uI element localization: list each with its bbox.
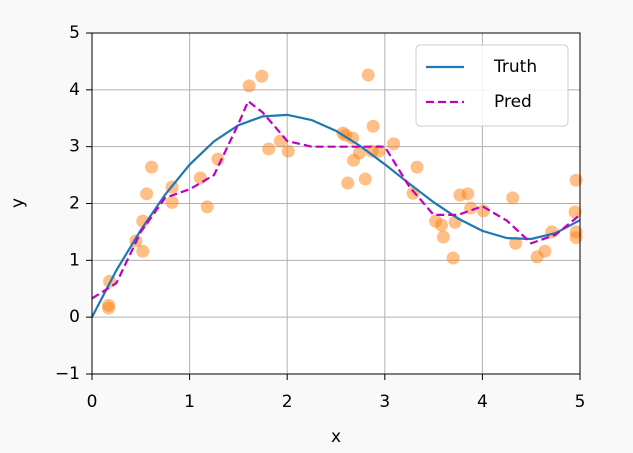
data-point [346, 131, 360, 145]
data-point [242, 79, 256, 93]
data-point [352, 146, 366, 160]
x-tick-label: 5 [575, 392, 586, 412]
x-tick-label: 0 [87, 392, 98, 412]
y-tick-label: 1 [69, 250, 80, 270]
data-point [145, 160, 159, 174]
data-point [273, 134, 287, 148]
data-point [446, 251, 460, 265]
x-tick-label: 4 [477, 392, 488, 412]
legend-box [415, 44, 569, 127]
data-point [366, 119, 380, 133]
data-point [165, 195, 179, 209]
data-point [102, 301, 116, 315]
y-tick-label: 2 [69, 194, 80, 214]
series-line [91, 99, 581, 300]
data-point [136, 244, 150, 258]
data-point [410, 160, 424, 174]
y-axis-label: y [8, 198, 28, 208]
data-point [434, 218, 448, 232]
y-tick-label: 3 [69, 137, 80, 157]
data-point [361, 68, 375, 82]
data-point [461, 187, 475, 201]
data-point [193, 171, 207, 185]
x-axis-label: x [331, 427, 341, 447]
data-point [372, 144, 386, 158]
legend-label: Truth [493, 57, 537, 77]
x-tick-label: 2 [282, 392, 293, 412]
data-point [262, 142, 276, 156]
y-tick-label: 5 [69, 23, 80, 43]
data-point [538, 244, 552, 258]
data-point [506, 191, 520, 205]
data-point [509, 236, 523, 250]
data-point [358, 172, 372, 186]
x-tick-label: 1 [184, 392, 195, 412]
data-point [387, 137, 401, 151]
data-point [281, 144, 295, 158]
y-tick-label: −1 [55, 364, 80, 384]
data-point [341, 176, 355, 190]
y-tick-label: 4 [69, 80, 80, 100]
x-tick-label: 3 [379, 392, 390, 412]
data-point [569, 173, 583, 187]
data-point [436, 230, 450, 244]
legend-label: Pred [494, 92, 532, 112]
data-point [569, 231, 583, 245]
data-point [200, 200, 214, 214]
data-point [140, 187, 154, 201]
series-line [91, 113, 581, 318]
data-point [568, 205, 582, 219]
y-tick-label: 0 [69, 307, 80, 327]
data-point [255, 69, 269, 83]
